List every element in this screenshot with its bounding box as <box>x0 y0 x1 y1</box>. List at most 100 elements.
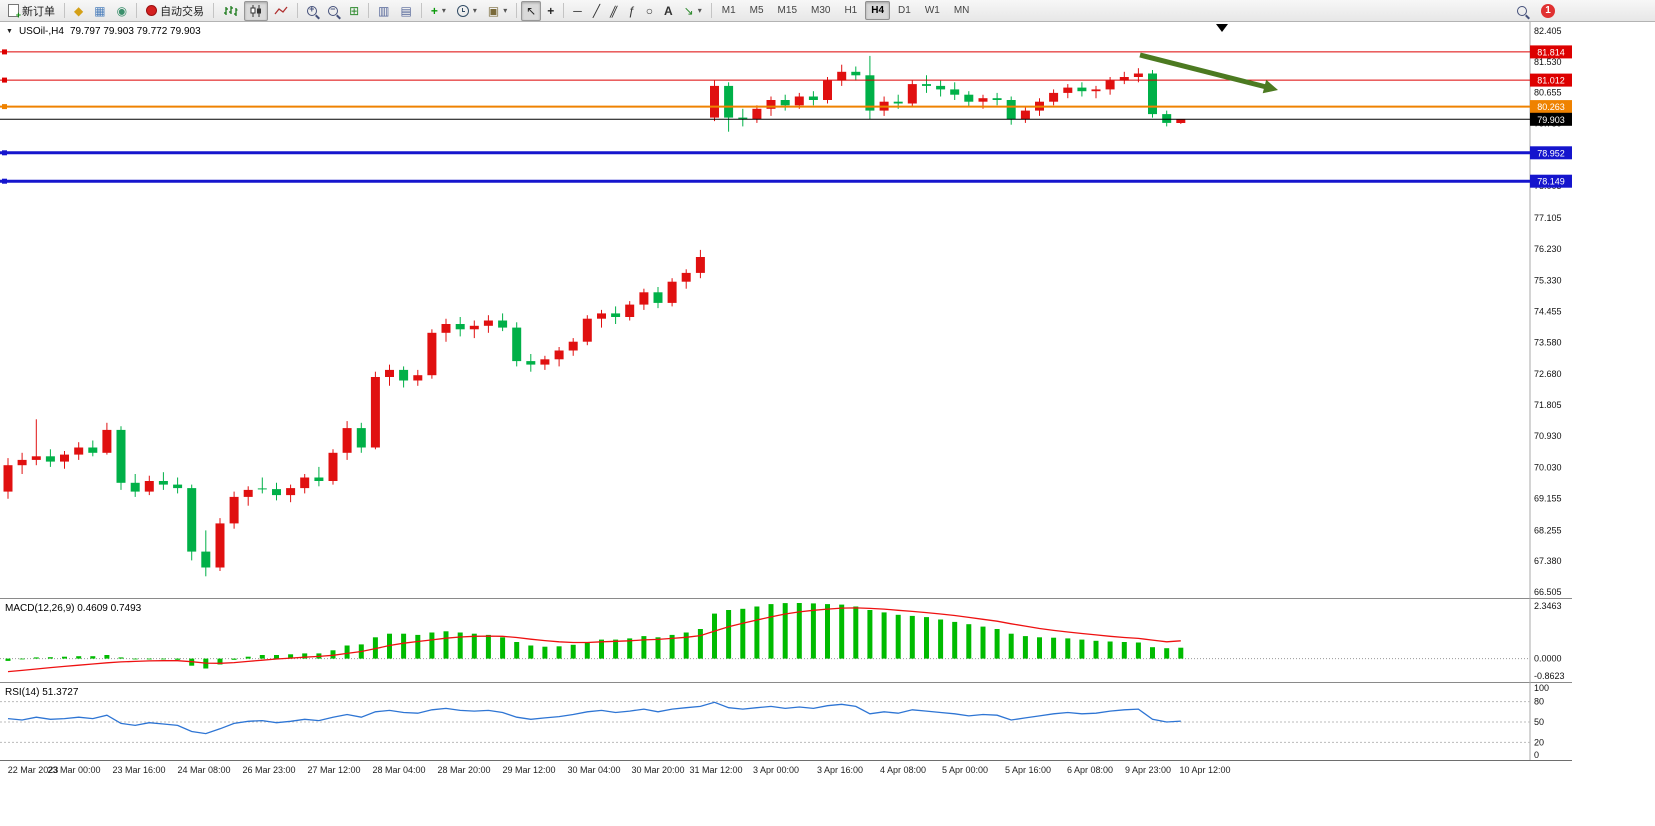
time-axis-label: 4 Apr 08:00 <box>879 765 927 775</box>
svg-text:75.330: 75.330 <box>1534 276 1562 286</box>
profiles-button[interactable]: ◆ <box>69 1 88 21</box>
time-axis-label: 5 Apr 00:00 <box>941 765 989 775</box>
rsi-panel[interactable]: 100 80 50 20 0 RSI(14) 51.3727 <box>0 682 1572 760</box>
chart-title: ▼ USOil-,H4 79.797 79.903 79.772 79.903 <box>6 26 201 37</box>
template-icon: ▣ <box>487 3 500 18</box>
shapes-tool-button[interactable]: ○ <box>641 1 658 21</box>
separator <box>297 3 299 18</box>
separator <box>420 3 422 18</box>
ellipse-icon: ○ <box>645 3 653 18</box>
charts-window-button[interactable]: ▦ <box>89 1 110 21</box>
zoom-in-icon: + <box>307 4 318 16</box>
crosshair-button[interactable]: + <box>542 1 559 21</box>
time-axis-label: 29 Mar 12:00 <box>502 765 556 775</box>
svg-text:81.814: 81.814 <box>1537 47 1565 57</box>
notification-badge[interactable]: 1 <box>1541 3 1555 18</box>
svg-text:69.155: 69.155 <box>1534 494 1562 504</box>
grid-button[interactable]: ⊞ <box>344 1 364 21</box>
time-axis-label: 9 Apr 23:00 <box>1124 765 1172 775</box>
svg-text:71.805: 71.805 <box>1534 400 1562 410</box>
autotrading-label: 自动交易 <box>160 5 205 18</box>
trendline-icon: ╱ <box>592 3 601 18</box>
svg-text:67.380: 67.380 <box>1534 556 1562 566</box>
autotrading-icon <box>146 5 158 16</box>
fibonacci-tool-button[interactable]: ƒ <box>623 1 640 21</box>
time-axis-label: 24 Mar 08:00 <box>177 765 231 775</box>
time-axis-label: 5 Apr 16:00 <box>1004 765 1052 775</box>
periods-button[interactable]: ▾ <box>452 1 482 21</box>
search-icon <box>1517 5 1527 16</box>
crosshair-icon: + <box>547 3 555 18</box>
time-axis-label: 26 Mar 23:00 <box>242 765 296 775</box>
svg-text:80.263: 80.263 <box>1537 102 1565 112</box>
timeframe-group: M1 M5 M15 M30 H1 H4 D1 W1 MN <box>716 1 976 20</box>
timeframe-button-M5[interactable]: M5 <box>749 5 764 16</box>
timeframe-button-H4[interactable]: H4 <box>865 1 891 20</box>
chart-region: ▼ USOil-,H4 79.797 79.903 79.772 79.903 … <box>0 22 1572 760</box>
tile-windows-button[interactable]: ▥ <box>373 1 394 21</box>
timeframe-button-M1[interactable]: M1 <box>721 5 736 16</box>
svg-text:20: 20 <box>1534 737 1544 747</box>
time-axis-label: 28 Mar 04:00 <box>372 765 426 775</box>
svg-text:72.680: 72.680 <box>1534 369 1562 379</box>
svg-text:82.405: 82.405 <box>1534 26 1562 36</box>
svg-text:78.952: 78.952 <box>1537 148 1565 158</box>
zoom-out-button[interactable]: − <box>323 1 343 21</box>
svg-text:68.255: 68.255 <box>1534 525 1562 535</box>
horizontal-line-icon: ─ <box>573 3 582 18</box>
main-price-chart[interactable]: 82.40581.53080.65579.78078.90578.00577.1… <box>0 22 1572 598</box>
timeframe-button-D1[interactable]: D1 <box>898 5 911 16</box>
arrow-object-icon: ↘ <box>683 3 694 18</box>
svg-text:73.580: 73.580 <box>1534 337 1562 347</box>
svg-text:79.903: 79.903 <box>1537 115 1565 125</box>
svg-text:74.455: 74.455 <box>1534 307 1562 317</box>
chevron-down-icon: ▾ <box>697 6 702 15</box>
svg-text:0: 0 <box>1534 750 1539 760</box>
timeframe-button-M15[interactable]: M15 <box>777 5 797 16</box>
trendline-tool-button[interactable]: ╱ <box>588 1 605 21</box>
timeframe-button-M30[interactable]: M30 <box>811 5 831 16</box>
svg-text:-0.8623: -0.8623 <box>1534 671 1565 681</box>
chart-symbol-label: USOil-,H4 <box>18 26 64 37</box>
zoom-in-button[interactable]: + <box>302 1 322 21</box>
time-axis[interactable]: 22 Mar 2023 23 Mar 00:00 23 Mar 16:00 24 Ma… <box>0 760 1572 783</box>
market-watch-button[interactable]: ◉ <box>112 1 132 21</box>
templates-button[interactable]: ▣ ▾ <box>483 1 512 21</box>
timeframe-button-MN[interactable]: MN <box>953 5 970 16</box>
timeframe-button-H1[interactable]: H1 <box>844 5 858 16</box>
bar-chart-icon <box>224 5 238 16</box>
fibonacci-icon: ƒ <box>628 3 635 18</box>
hline-tool-button[interactable]: ─ <box>568 1 587 21</box>
time-axis-label: 23 Mar 00:00 <box>47 765 101 775</box>
timeframe-button-W1[interactable]: W1 <box>924 5 940 16</box>
add-indicator-icon: + <box>430 3 438 18</box>
candle-chart-type-button[interactable] <box>244 0 269 21</box>
svg-text:80.655: 80.655 <box>1534 88 1562 98</box>
candlestick-chart-icon <box>250 4 262 17</box>
chart-collapse-icon[interactable]: ▼ <box>6 28 13 35</box>
time-axis-label: 31 Mar 12:00 <box>689 765 743 775</box>
channel-icon: ∥ <box>607 3 621 18</box>
cursor-button[interactable]: ↖ <box>521 0 542 21</box>
main-chart-wrap: ▼ USOil-,H4 79.797 79.903 79.772 79.903 … <box>0 22 1572 598</box>
time-axis-label: 6 Apr 08:00 <box>1066 765 1114 775</box>
bar-chart-type-button[interactable] <box>218 1 243 21</box>
line-chart-type-button[interactable] <box>269 1 293 21</box>
chevron-down-icon: ▾ <box>503 6 508 15</box>
macd-panel[interactable]: 2.3463 0.0000 -0.8623 MACD(12,26,9) 0.4609 … <box>0 598 1572 682</box>
channel-tool-button[interactable]: ∥ <box>606 1 622 21</box>
arrows-tool-button[interactable]: ↘ ▾ <box>679 1 707 21</box>
svg-text:50: 50 <box>1534 717 1544 727</box>
separator <box>64 3 65 18</box>
svg-text:80: 80 <box>1534 697 1544 707</box>
indicators-button[interactable]: + ▾ <box>426 1 451 21</box>
separator <box>136 3 138 18</box>
line-chart-icon <box>274 6 288 14</box>
text-tool-button[interactable]: A <box>659 1 678 21</box>
cascade-windows-button[interactable]: ▤ <box>395 1 416 21</box>
svg-text:70.030: 70.030 <box>1534 463 1562 473</box>
new-order-button[interactable]: 新订单 <box>3 1 60 21</box>
search-button[interactable] <box>1512 1 1532 21</box>
svg-text:100: 100 <box>1534 683 1549 693</box>
autotrading-button[interactable]: 自动交易 <box>141 1 209 21</box>
